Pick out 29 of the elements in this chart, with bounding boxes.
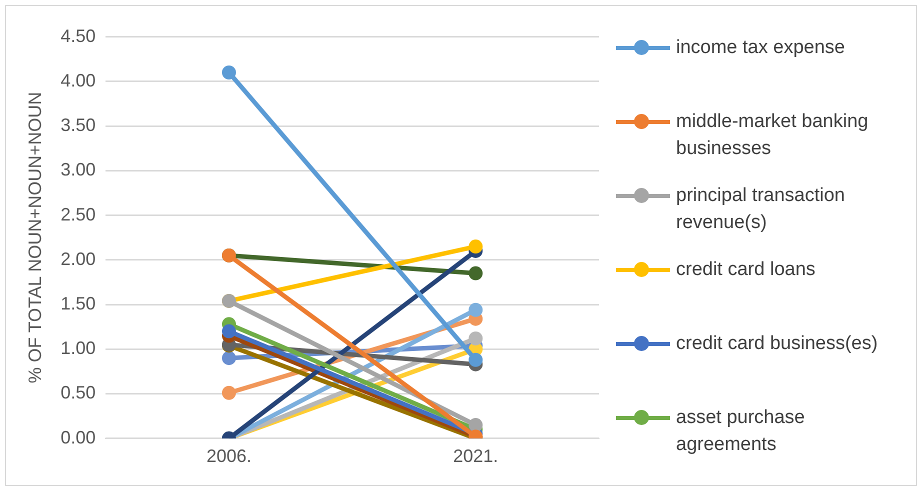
- legend-label: principal transaction revenue(s): [676, 184, 846, 235]
- point: [468, 266, 483, 280]
- point: [468, 331, 483, 346]
- y-tick-label: 4.00: [60, 70, 96, 90]
- x-tick-label: 2006.: [206, 446, 252, 466]
- point: [468, 240, 483, 254]
- point: [468, 352, 483, 367]
- y-tick-label: 0.50: [60, 382, 96, 403]
- point: [468, 302, 483, 317]
- legend-label: credit card business(es): [676, 332, 878, 356]
- point: [468, 418, 483, 432]
- y-axis-title: % OF TOTAL NOUN+NOUN+NOUN: [24, 92, 45, 384]
- point: [222, 66, 236, 80]
- legend-label: middle-market banking businesses: [676, 110, 870, 161]
- y-tick-label: 2.00: [60, 248, 96, 269]
- y-tick-label: 3.00: [60, 160, 96, 180]
- y-tick-label: 2.50: [60, 204, 96, 224]
- point: [222, 386, 236, 400]
- y-tick-label: 3.50: [60, 115, 96, 136]
- y-tick-label: 4.50: [60, 26, 96, 46]
- point: [222, 351, 236, 366]
- y-tick-label: 0.00: [60, 427, 96, 448]
- y-tick-label: 1.00: [60, 338, 96, 358]
- legend-label: asset purchase agreements: [676, 406, 806, 457]
- x-tick-label: 2021.: [453, 446, 498, 466]
- legend-label: income tax expense: [676, 36, 845, 60]
- y-tick-label: 1.50: [60, 294, 96, 314]
- legend-label: credit card loans: [676, 258, 816, 282]
- point: [222, 324, 236, 338]
